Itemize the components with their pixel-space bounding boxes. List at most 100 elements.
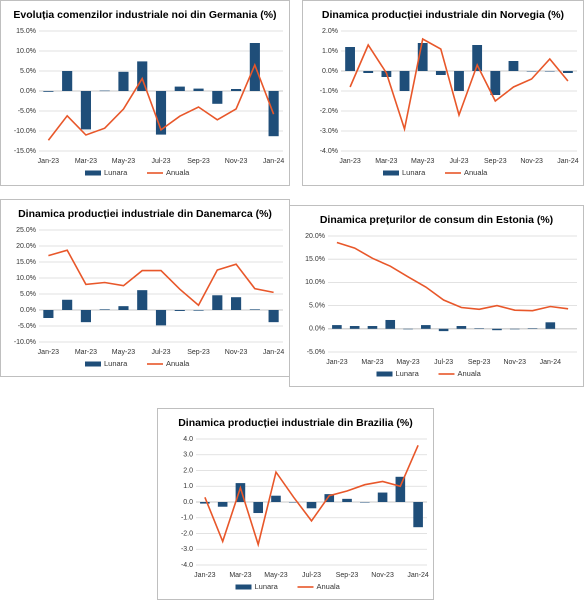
x-tick-label: Jul-23 bbox=[302, 572, 321, 579]
bar bbox=[62, 71, 73, 91]
x-tick-label: Jul-23 bbox=[449, 158, 468, 165]
y-tick-label: 10.0% bbox=[16, 275, 36, 282]
chart-title: Evoluția comenzilor industriale noi din … bbox=[13, 9, 276, 21]
bar bbox=[367, 326, 378, 329]
y-tick-label: 3.0 bbox=[183, 452, 193, 459]
x-tick-label: Jan-23 bbox=[194, 572, 216, 579]
bar bbox=[435, 71, 446, 75]
legend-label: Anuala bbox=[166, 359, 190, 368]
chart-title: Dinamica producției industriale din Braz… bbox=[178, 417, 413, 429]
y-tick-label: -10.0% bbox=[14, 128, 36, 135]
x-tick-label: Sep-23 bbox=[336, 572, 359, 579]
x-tick-label: Mar-23 bbox=[375, 158, 397, 165]
chart-title: Dinamica producției industriale din Norv… bbox=[322, 9, 564, 21]
y-tick-label: -10.0% bbox=[14, 339, 36, 346]
bar bbox=[360, 502, 370, 503]
y-tick-label: -1.0 bbox=[181, 515, 193, 522]
bar bbox=[118, 306, 129, 310]
bar bbox=[472, 45, 483, 71]
y-tick-label: 0.0% bbox=[309, 326, 325, 333]
bar bbox=[212, 295, 223, 310]
x-tick-label: Jan-24 bbox=[263, 158, 285, 165]
x-tick-label: Mar-23 bbox=[361, 359, 383, 366]
bar bbox=[174, 86, 185, 91]
y-tick-label: -3.0 bbox=[181, 546, 193, 553]
bar bbox=[193, 88, 204, 91]
legend-label: Anuala bbox=[317, 582, 341, 591]
y-tick-label: 4.0 bbox=[183, 436, 193, 443]
bar bbox=[193, 310, 204, 311]
x-tick-label: Jan-23 bbox=[339, 158, 361, 165]
x-tick-label: Jul-23 bbox=[151, 158, 170, 165]
bar bbox=[137, 61, 148, 91]
chart-title: Dinamica producției industriale din Dane… bbox=[18, 208, 272, 220]
x-tick-label: Sep-23 bbox=[187, 349, 210, 356]
x-tick-label: Nov-23 bbox=[520, 158, 543, 165]
x-tick-label: Nov-23 bbox=[225, 158, 248, 165]
line bbox=[349, 37, 569, 133]
bar bbox=[217, 502, 228, 507]
bar bbox=[342, 498, 352, 502]
y-tick-label: -4.0 bbox=[181, 562, 193, 569]
y-tick-label: 1.0 bbox=[183, 483, 193, 490]
y-tick-label: 25.0% bbox=[16, 227, 36, 234]
bar bbox=[271, 495, 281, 502]
x-tick-label: Nov-23 bbox=[225, 349, 248, 356]
bar bbox=[99, 90, 110, 92]
bar bbox=[80, 91, 91, 130]
chart-panel: Dinamica producției industriale din Norv… bbox=[302, 0, 584, 186]
bar bbox=[249, 309, 260, 310]
y-tick-label: 20.0% bbox=[305, 233, 325, 240]
y-tick-label: 20.0% bbox=[16, 243, 36, 250]
bar bbox=[332, 325, 342, 329]
bar bbox=[492, 328, 502, 331]
x-tick-label: May-23 bbox=[396, 359, 419, 366]
y-tick-label: 0.0% bbox=[20, 307, 36, 314]
chart-panel: Evoluția comenzilor industriale noi din … bbox=[0, 0, 290, 186]
y-tick-label: -3.0% bbox=[320, 128, 338, 135]
x-tick-label: Jan-24 bbox=[263, 349, 285, 356]
y-tick-label: 0.0% bbox=[20, 88, 36, 95]
x-tick-label: Jan-23 bbox=[326, 359, 348, 366]
x-tick-label: Mar-23 bbox=[75, 349, 97, 356]
bar bbox=[235, 483, 246, 502]
y-tick-label: 5.0% bbox=[20, 68, 36, 75]
bar bbox=[395, 476, 406, 502]
y-tick-label: 15.0% bbox=[16, 28, 36, 35]
x-tick-label: Mar-23 bbox=[75, 158, 97, 165]
bar bbox=[363, 71, 374, 73]
bar bbox=[349, 326, 360, 329]
bar bbox=[345, 47, 355, 71]
chart: Dinamica producției industriale din Dane… bbox=[14, 208, 285, 368]
y-tick-label: -2.0 bbox=[181, 530, 193, 537]
legend-swatch bbox=[376, 371, 393, 377]
legend-label: Lunara bbox=[396, 369, 420, 378]
bar bbox=[324, 494, 335, 502]
legend-swatch bbox=[85, 170, 101, 176]
legend-swatch bbox=[383, 170, 399, 176]
y-tick-label: -5.0% bbox=[18, 108, 36, 115]
bar bbox=[80, 310, 91, 323]
y-tick-label: 10.0% bbox=[16, 48, 36, 55]
x-tick-label: Mar-23 bbox=[229, 572, 251, 579]
legend-label: Lunara bbox=[255, 582, 279, 591]
legend-label: Anuala bbox=[458, 369, 482, 378]
bar bbox=[399, 71, 410, 91]
chart: Evoluția comenzilor industriale noi din … bbox=[13, 9, 285, 177]
y-tick-label: 0.0 bbox=[183, 499, 193, 506]
x-tick-label: May-23 bbox=[411, 158, 434, 165]
line bbox=[336, 241, 569, 312]
bar bbox=[174, 310, 185, 311]
chart: Dinamica prețurilor de consum din Estoni… bbox=[305, 214, 577, 378]
x-tick-label: Sep-23 bbox=[468, 359, 491, 366]
y-tick-label: 0.0% bbox=[322, 68, 338, 75]
x-tick-label: Jul-23 bbox=[151, 349, 170, 356]
bar bbox=[454, 71, 464, 91]
x-tick-label: May-23 bbox=[112, 349, 135, 356]
bar bbox=[545, 322, 556, 329]
bar bbox=[490, 71, 501, 95]
x-tick-label: Jan-24 bbox=[407, 572, 429, 579]
y-tick-label: 15.0% bbox=[305, 256, 325, 263]
y-tick-label: -15.0% bbox=[14, 148, 36, 155]
